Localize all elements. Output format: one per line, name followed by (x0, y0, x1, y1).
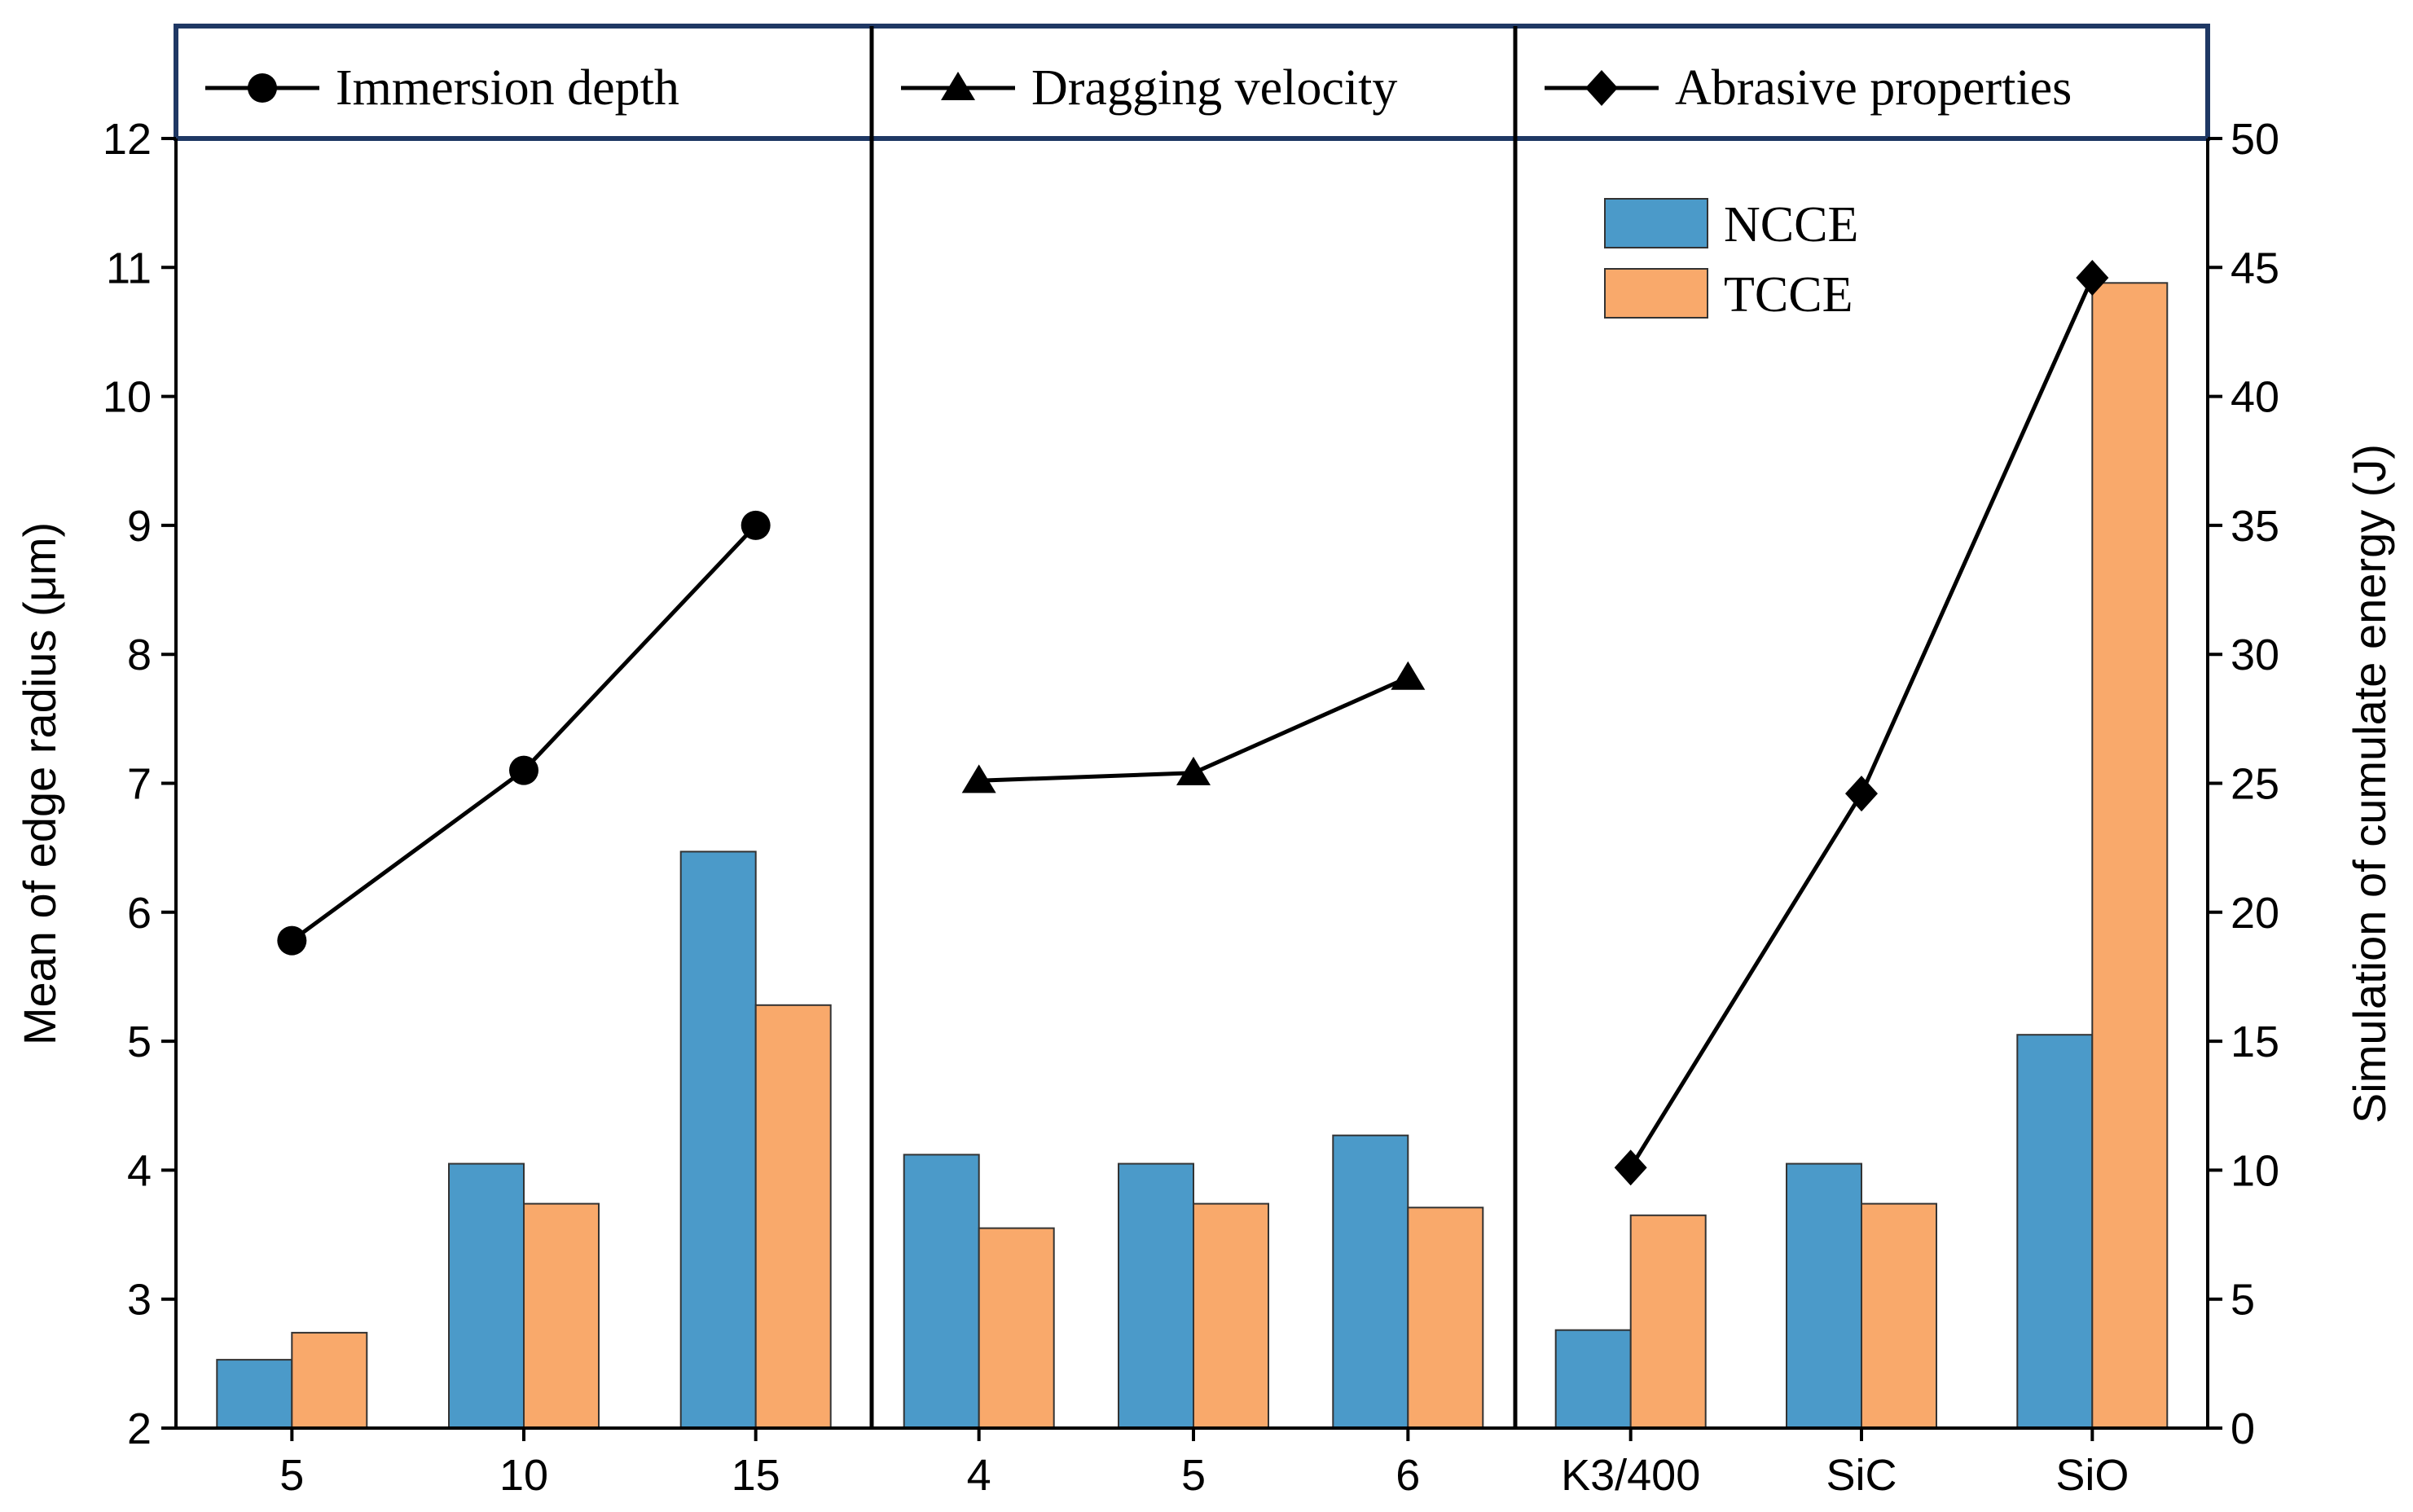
y2-tick-label-30: 30 (2231, 631, 2279, 679)
legend-swatch-tcce (1604, 268, 1708, 319)
x-tick-label-4: 4 (967, 1451, 991, 1500)
header-marker-triangle (941, 72, 975, 100)
y-tick-label-5: 5 (127, 1018, 152, 1066)
bar-ncce-3 (679, 850, 757, 1429)
header-marker-diamond (1585, 70, 1618, 106)
group-header: Immersion depth Dragging velocity Abrasive… (174, 24, 2210, 141)
energy-point-2 (509, 755, 538, 785)
header-marker-circle (248, 73, 277, 103)
bar-ncce-4 (903, 1154, 980, 1430)
header-label-1: Immersion depth (336, 60, 679, 116)
y-tick-label-10: 10 (103, 373, 152, 422)
energy-point-1 (277, 925, 307, 956)
legend-label-tcce: TCCE (1724, 267, 1853, 323)
bar-tcce-1 (291, 1331, 368, 1430)
y2-axis-title: Simulation of cumulate energy (J) (2344, 444, 2395, 1123)
y2-tick-label-50: 50 (2231, 115, 2279, 164)
y-tick-label-8: 8 (127, 631, 152, 679)
bar-tcce-4 (978, 1227, 1055, 1429)
y2-tick-label-25: 25 (2231, 760, 2279, 809)
legend-swatch-ncce (1604, 198, 1708, 248)
bar-tcce-6 (1407, 1207, 1484, 1430)
bar-tcce-9 (2091, 282, 2169, 1429)
bar-tcce-5 (1193, 1202, 1269, 1429)
bar-tcce-2 (523, 1202, 600, 1429)
bar-ncce-9 (2016, 1034, 2094, 1429)
x-tick-label-9: SiO (2055, 1451, 2129, 1500)
energy-point-3 (741, 510, 771, 540)
y2-tick-label-20: 20 (2231, 889, 2279, 938)
x-tick-label-1: 5 (279, 1451, 304, 1500)
x-tick-label-2: 10 (499, 1451, 548, 1500)
y-tick-label-3: 3 (127, 1276, 152, 1325)
x-tick-label-3: 15 (732, 1451, 780, 1500)
plot-area (174, 26, 2209, 1430)
x-tick-label-7: K3/400 (1561, 1451, 1700, 1500)
bar-ncce-1 (216, 1359, 293, 1429)
bar-ncce-2 (448, 1163, 525, 1429)
x-axis-ticks: 5 10 15 4 5 6 K3/400 SiC SiO (279, 1428, 2129, 1500)
bar-tcce-3 (754, 1004, 832, 1430)
y2-tick-label-5: 5 (2231, 1276, 2255, 1325)
energy-point-5 (1176, 756, 1211, 785)
energy-point-9 (2076, 259, 2109, 296)
energy-point-4 (961, 764, 996, 793)
bar-tcce-8 (1861, 1202, 1937, 1429)
y-tick-label-7: 7 (127, 760, 152, 809)
y-tick-label-6: 6 (127, 889, 152, 938)
y2-tick-label-15: 15 (2231, 1018, 2279, 1066)
header-label-3: Abrasive properties (1675, 60, 2072, 116)
legend-label-ncce: NCCE (1724, 197, 1858, 253)
bar-ncce-8 (1786, 1163, 1862, 1429)
energy-point-6 (1391, 661, 1426, 690)
y2-tick-label-10: 10 (2231, 1146, 2279, 1195)
x-tick-label-5: 5 (1181, 1451, 1206, 1500)
left-axis-ticks: 2 3 4 5 6 7 8 9 10 11 12 (103, 115, 176, 1453)
y2-tick-label-35: 35 (2231, 502, 2279, 551)
bar-ncce-7 (1554, 1329, 1632, 1429)
bar-tcce-7 (1629, 1214, 1707, 1430)
y-tick-label-11: 11 (106, 244, 152, 292)
energy-point-8 (1845, 776, 1878, 812)
y2-tick-label-45: 45 (2231, 244, 2279, 292)
bar-ncce-6 (1332, 1134, 1409, 1429)
energy-point-7 (1614, 1149, 1647, 1186)
bar-ncce-5 (1118, 1163, 1194, 1429)
legend: NCCE TCCE (1604, 197, 1858, 323)
y2-tick-label-40: 40 (2231, 373, 2279, 422)
y-axis-title: Mean of edge radius (μm) (14, 522, 65, 1045)
group-header-frame (174, 24, 2210, 141)
y2-tick-label-0: 0 (2231, 1404, 2255, 1453)
y-tick-label-9: 9 (127, 502, 152, 551)
x-tick-label-6: 6 (1395, 1451, 1420, 1500)
header-label-2: Dragging velocity (1031, 60, 1397, 116)
y-tick-label-12: 12 (103, 115, 152, 164)
x-tick-label-8: SiC (1826, 1451, 1897, 1500)
y-tick-label-2: 2 (127, 1404, 152, 1453)
right-axis-ticks: 0 5 10 15 20 25 30 35 40 45 50 (2208, 115, 2279, 1453)
y-tick-label-4: 4 (127, 1146, 152, 1195)
